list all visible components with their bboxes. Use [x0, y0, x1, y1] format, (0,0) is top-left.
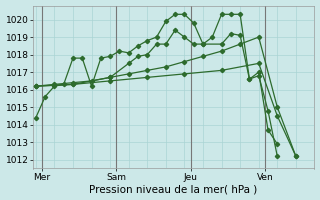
X-axis label: Pression niveau de la mer( hPa ): Pression niveau de la mer( hPa ) — [90, 184, 258, 194]
